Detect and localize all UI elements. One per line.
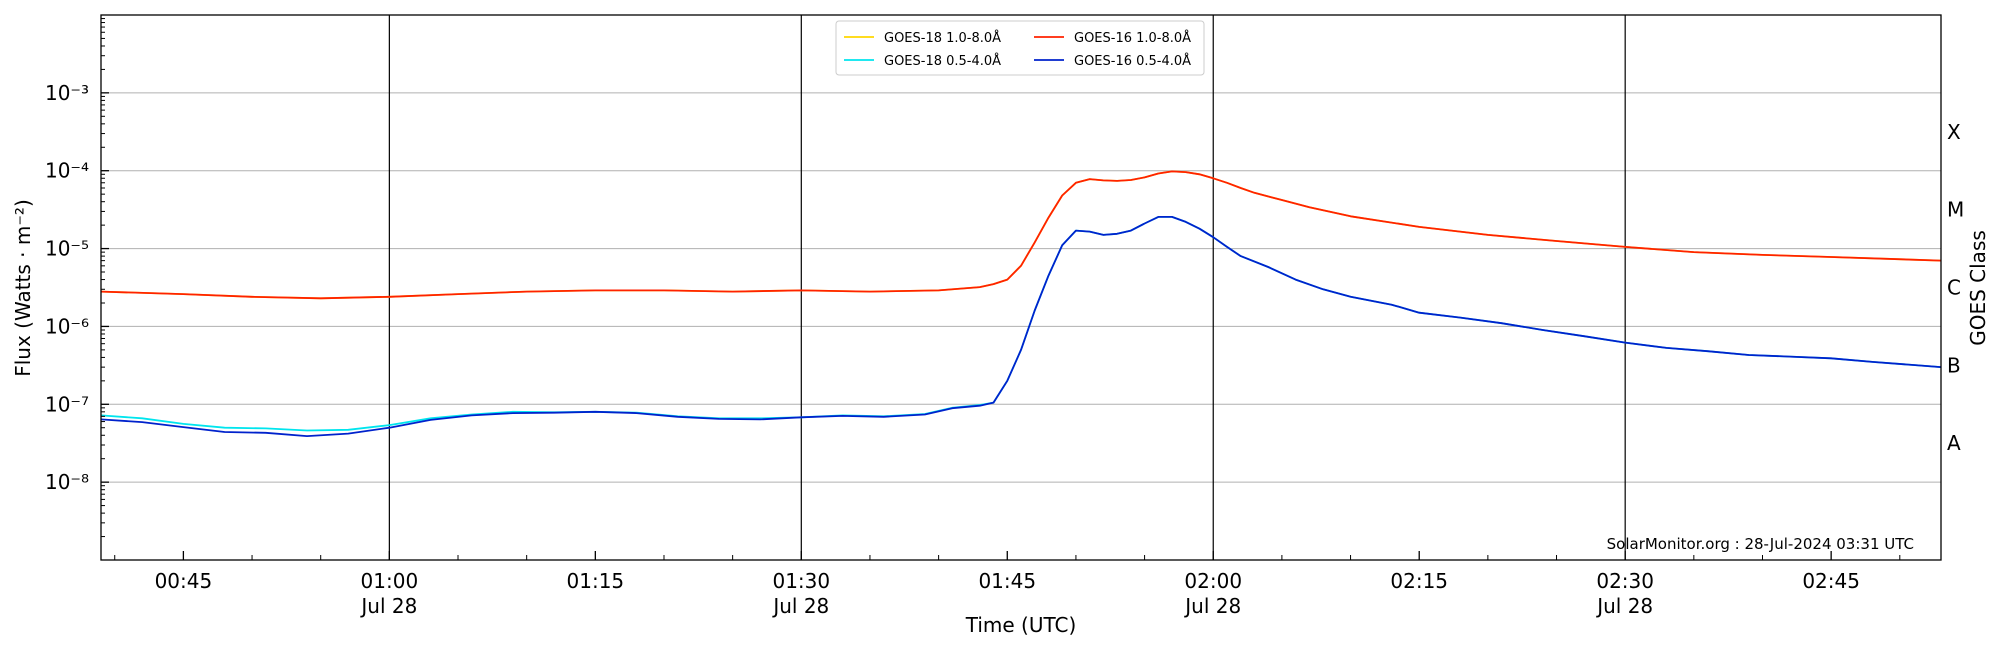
x-tick-label-5: 02:00 <box>1184 569 1242 593</box>
y-tick-label-2: 10⁻⁶ <box>45 314 89 338</box>
goes-class-c: C <box>1947 276 1961 300</box>
legend-label-3: GOES-16 0.5-4.0Å <box>1074 53 1191 69</box>
series-line-3 <box>100 216 1942 437</box>
legend-label-0: GOES-18 1.0-8.0Å <box>884 30 1001 46</box>
y-axis-label: Flux (Watts · m⁻²) <box>11 199 35 377</box>
legend-label-2: GOES-16 1.0-8.0Å <box>1074 30 1191 46</box>
goes-class-m: M <box>1947 198 1964 222</box>
x-tick-label-4: 01:45 <box>978 569 1036 593</box>
x-tick-label-2: 01:15 <box>567 569 625 593</box>
y-axis-ticks: 10⁻⁸ 10⁻⁷ 10⁻⁶ 10⁻⁵ 10⁻⁴ 10⁻³ <box>45 18 109 538</box>
x-tick-label-1: 01:00 <box>361 569 419 593</box>
x-axis-label: Time (UTC) <box>965 613 1077 637</box>
plot-frame <box>100 14 1942 561</box>
goes-class-x: X <box>1947 120 1961 144</box>
goes-class-b: B <box>1947 353 1961 377</box>
legend: GOES-18 1.0-8.0Å GOES-18 0.5-4.0Å GOES-16 … <box>835 20 1205 76</box>
x-tick-label-3: 01:30 <box>772 569 830 593</box>
legend-frame <box>835 20 1205 76</box>
x-tick-date-3: Jul 28 <box>771 594 829 618</box>
x-tick-date-7: Jul 28 <box>1595 594 1653 618</box>
y-tick-label-5: 10⁻³ <box>45 81 89 105</box>
goes-class-labels: A B C M X <box>1947 120 1964 455</box>
goes-class-a: A <box>1947 431 1961 455</box>
legend-entries: GOES-18 1.0-8.0Å GOES-18 0.5-4.0Å GOES-16 … <box>844 30 1191 69</box>
x-tick-label-8: 02:45 <box>1802 569 1860 593</box>
y-axis-right-label: GOES Class <box>1966 230 1990 346</box>
day-marker-lines <box>388 15 1626 560</box>
y-tick-label-3: 10⁻⁵ <box>45 237 89 261</box>
legend-label-1: GOES-18 0.5-4.0Å <box>884 53 1001 69</box>
x-tick-date-1: Jul 28 <box>359 594 417 618</box>
y-tick-label-0: 10⁻⁸ <box>45 470 89 494</box>
gridlines <box>101 92 1941 483</box>
series-line-2 <box>100 170 1942 300</box>
y-tick-label-4: 10⁻⁴ <box>45 159 89 183</box>
watermark-annotation: SolarMonitor.org : 28-Jul-2024 03:31 UTC <box>1607 535 1914 553</box>
x-tick-label-6: 02:15 <box>1390 569 1448 593</box>
x-tick-date-5: Jul 28 <box>1183 594 1241 618</box>
x-tick-label-0: 00:45 <box>155 569 213 593</box>
x-tick-label-7: 02:30 <box>1596 569 1654 593</box>
y-tick-label-1: 10⁻⁷ <box>45 392 89 416</box>
series-layer <box>100 170 1942 437</box>
